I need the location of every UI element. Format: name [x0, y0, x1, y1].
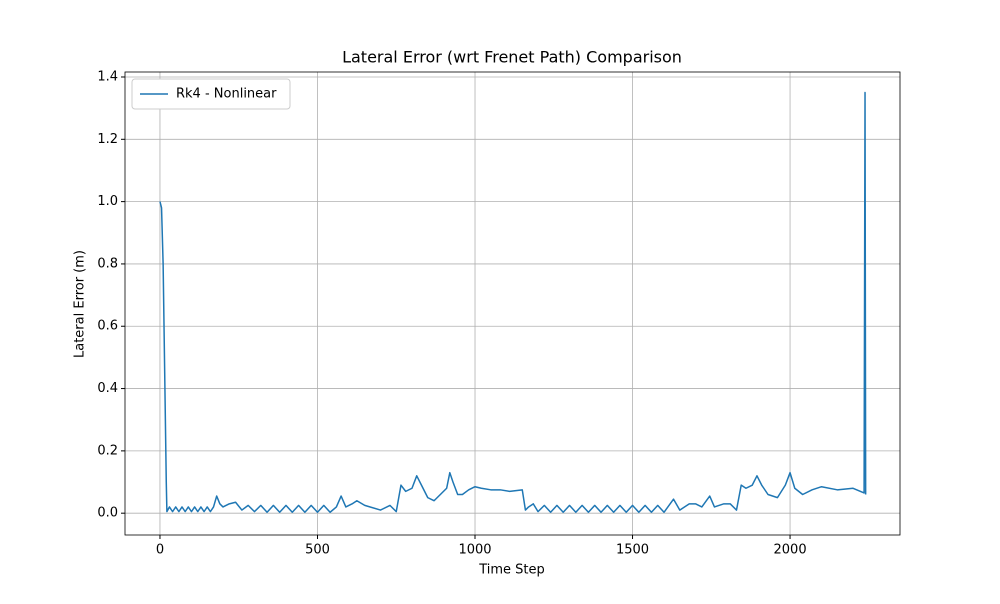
x-tick-label: 2000 [774, 543, 807, 558]
y-axis-label: Lateral Error (m) [73, 250, 88, 358]
legend-label: Rk4 - Nonlinear [176, 87, 277, 102]
y-tick-label: 0.2 [97, 443, 118, 458]
x-tick-label: 0 [156, 543, 164, 558]
legend-box [131, 78, 291, 110]
y-tick-label: 1.2 [97, 132, 118, 147]
x-tick-label: 1000 [458, 543, 491, 558]
y-tick-label: 0.0 [97, 506, 118, 521]
y-tick-label: 1.0 [97, 194, 118, 209]
plot-frame [124, 71, 901, 536]
y-tick-label: 0.6 [97, 319, 118, 334]
x-tick-label: 1500 [616, 543, 649, 558]
y-tick-label: 0.4 [97, 381, 118, 396]
y-tick-label: 0.8 [97, 256, 118, 271]
x-axis-label: Time Step [478, 563, 545, 578]
y-tick-label: 1.4 [97, 69, 118, 84]
chart-title: Lateral Error (wrt Frenet Path) Comparis… [342, 48, 682, 67]
series-line [159, 91, 867, 514]
x-tick-label: 500 [305, 543, 330, 558]
